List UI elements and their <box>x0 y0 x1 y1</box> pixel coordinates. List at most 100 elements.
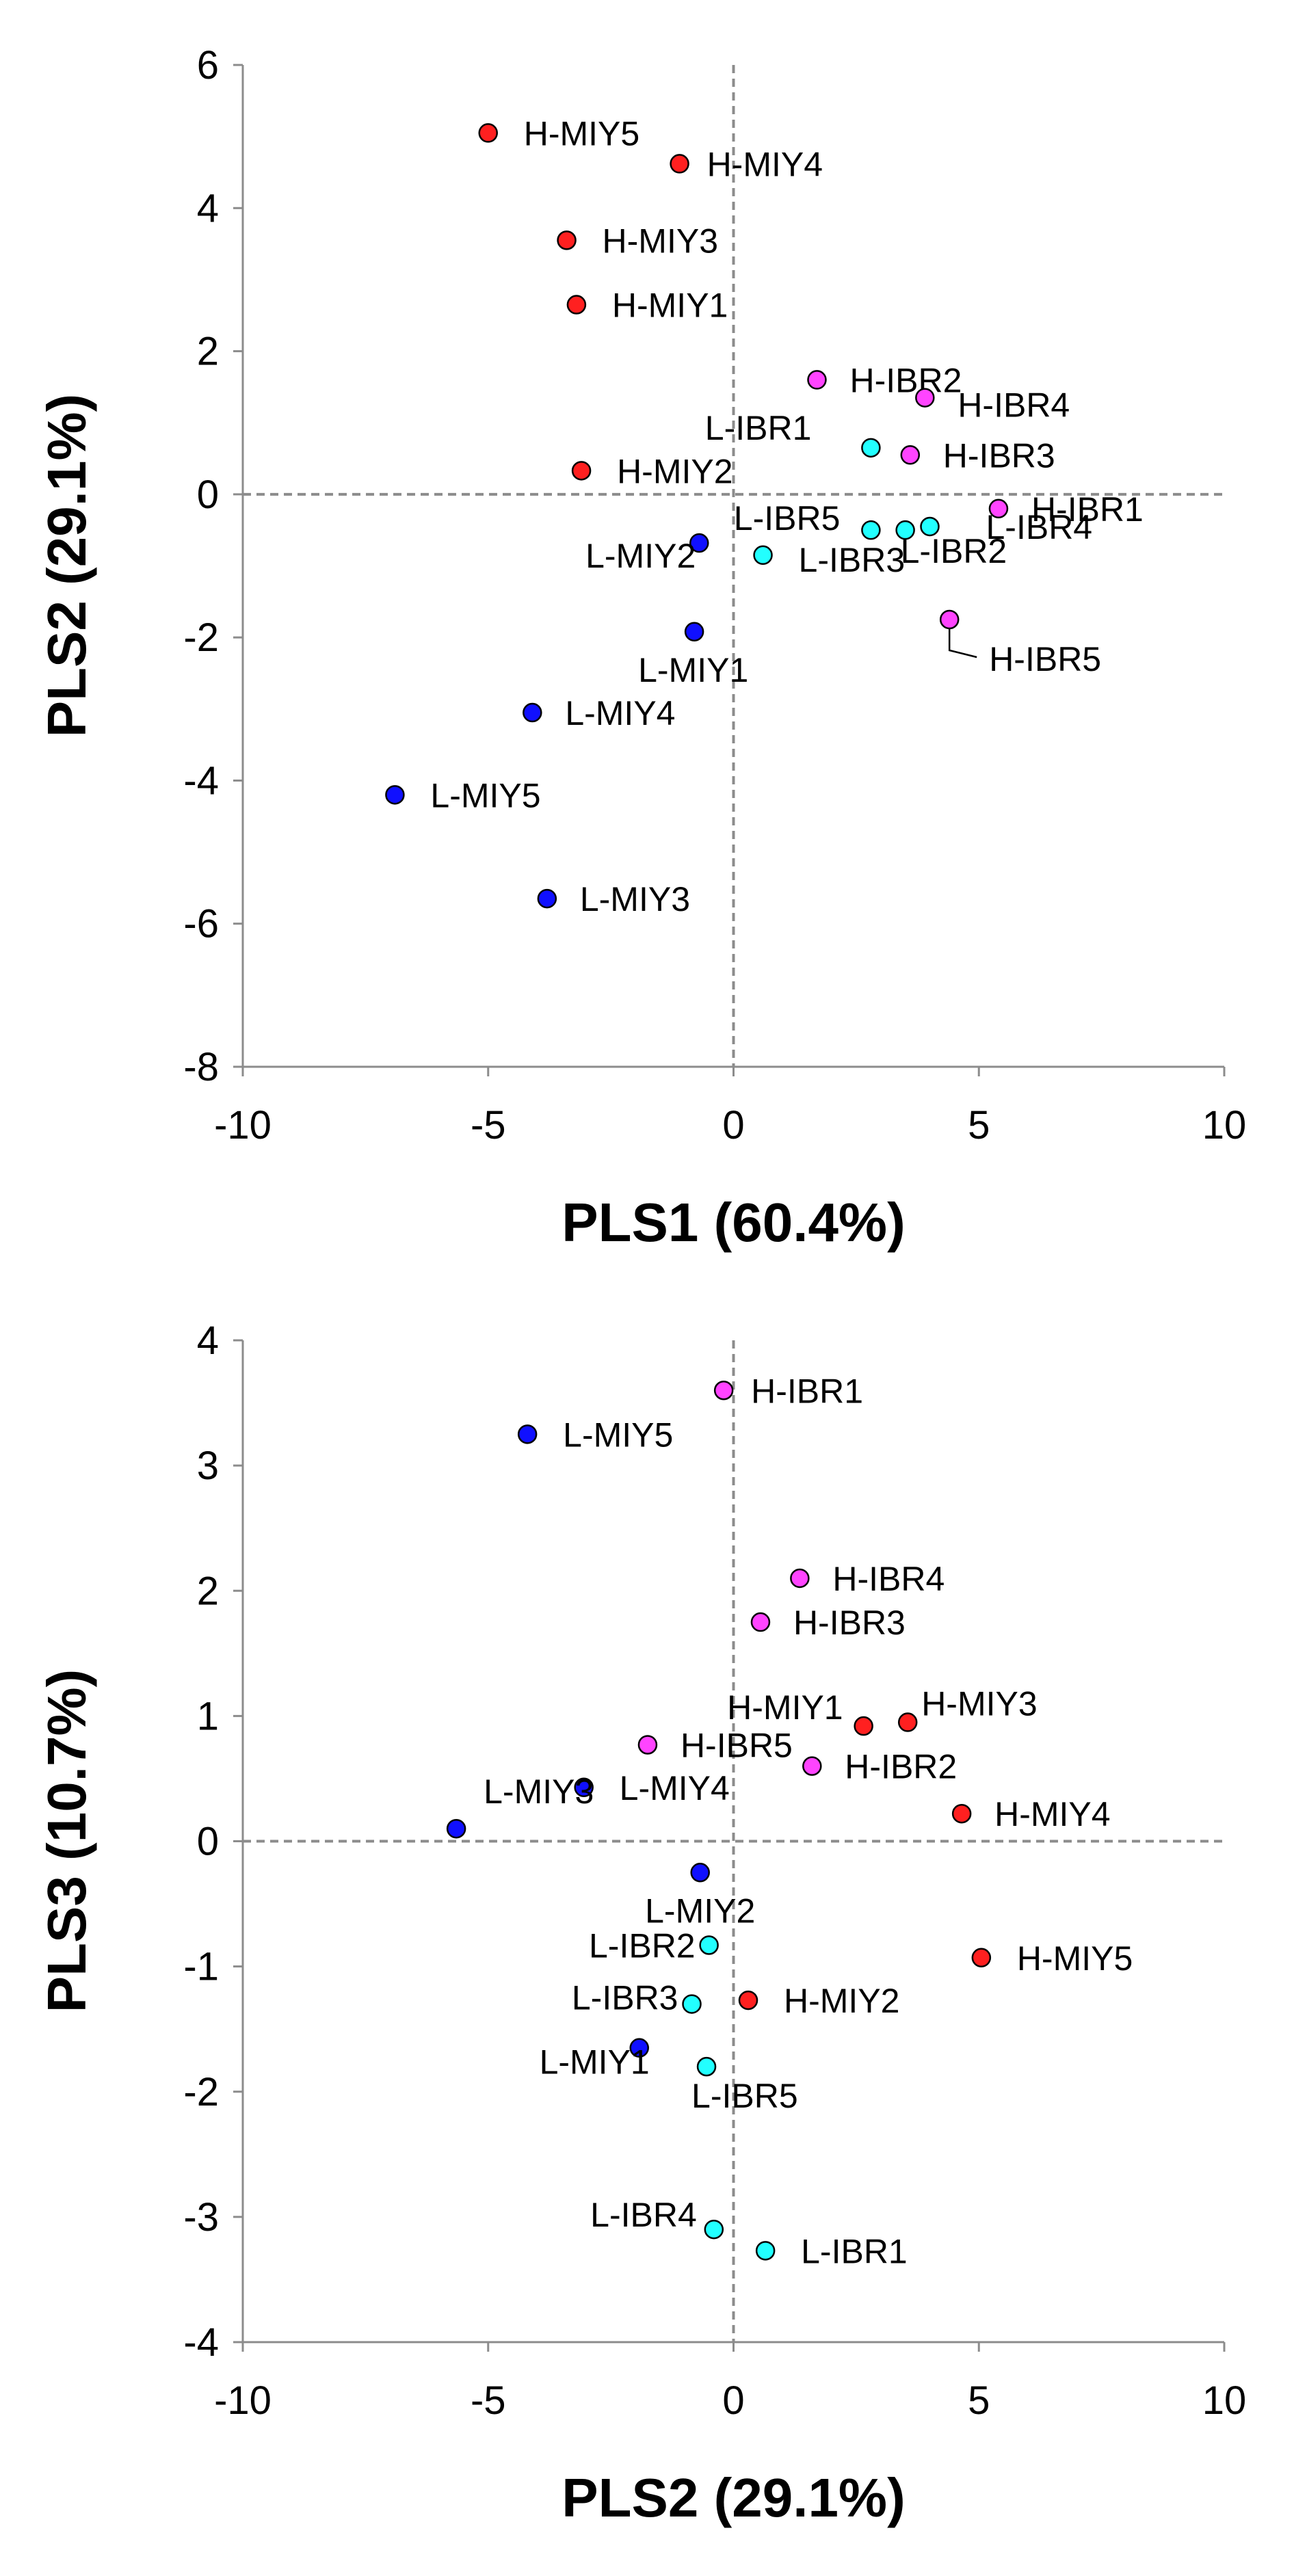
label-leader-line <box>948 628 977 659</box>
data-point-l-ibr1 <box>861 438 881 458</box>
x-tick-label: -5 <box>471 1103 506 1147</box>
data-label-h-miy3: H-MIY3 <box>603 222 718 260</box>
data-label-l-ibr1: L-IBR1 <box>801 2232 908 2270</box>
y-tick-label: -1 <box>183 1945 219 1989</box>
data-label-l-ibr3: L-IBR3 <box>799 541 906 579</box>
data-point-h-miy4 <box>670 154 689 174</box>
y-tick-label: 3 <box>197 1444 219 1488</box>
data-label-h-ibr5: H-IBR5 <box>989 640 1101 678</box>
y-tick-label: -8 <box>183 1045 219 1089</box>
data-label-l-miy3: L-MIY3 <box>580 880 690 918</box>
data-point-l-ibr2 <box>699 1935 719 1955</box>
data-point-l-ibr4 <box>920 516 940 537</box>
data-point-h-miy2 <box>571 461 592 481</box>
data-label-l-miy5: L-MIY5 <box>563 1416 673 1454</box>
x-tick-label: 5 <box>968 2378 990 2423</box>
y-axis-title: PLS2 (29.1%) <box>36 394 97 737</box>
data-point-l-ibr2 <box>895 520 915 540</box>
data-point-l-miy2 <box>690 1863 710 1883</box>
data-label-h-miy4: H-MIY4 <box>707 145 823 183</box>
x-tick-label: 5 <box>968 1103 990 1147</box>
data-point-l-miy5 <box>517 1424 538 1444</box>
data-point-l-miy5 <box>385 785 405 805</box>
y-tick-label: -3 <box>183 2195 219 2240</box>
data-point-h-miy5 <box>478 123 498 143</box>
data-point-l-miy4 <box>523 702 542 723</box>
x-tick-label: -5 <box>471 2378 506 2423</box>
data-point-l-miy3 <box>537 888 557 909</box>
data-point-l-miy3 <box>446 1818 466 1839</box>
data-label-l-ibr5: L-IBR5 <box>734 499 841 537</box>
x-axis-title: PLS2 (29.1%) <box>562 2467 905 2528</box>
data-point-l-ibr4 <box>704 2219 724 2240</box>
y-tick-label: 4 <box>197 1318 219 1363</box>
y-tick-label: -4 <box>183 758 219 803</box>
y-tick-label: 2 <box>197 1569 219 1613</box>
data-label-l-ibr4: L-IBR4 <box>986 508 1093 546</box>
data-point-h-ibr4 <box>915 388 935 408</box>
data-point-l-ibr1 <box>755 2241 776 2261</box>
data-label-l-ibr2: L-IBR2 <box>589 1926 696 1965</box>
data-label-h-ibr1: H-IBR1 <box>751 1372 863 1410</box>
data-label-l-miy4: L-MIY4 <box>620 1769 730 1807</box>
y-tick-label: -2 <box>183 2070 219 2114</box>
data-label-h-ibr1: H-IBR1 <box>1031 490 1144 529</box>
data-point-h-miy1 <box>566 295 587 315</box>
data-label-h-ibr4: H-IBR4 <box>958 386 1070 425</box>
data-label-l-ibr1: L-IBR1 <box>705 409 812 447</box>
data-label-l-miy2: L-MIY2 <box>585 537 696 575</box>
x-tick-label: -10 <box>214 1103 272 1147</box>
data-label-h-ibr2: H-IBR2 <box>849 361 962 399</box>
y-tick-label: -6 <box>183 902 219 946</box>
data-point-l-ibr3 <box>753 545 773 566</box>
data-point-l-miy4 <box>574 1777 594 1798</box>
data-point-l-miy2 <box>689 533 709 553</box>
data-label-l-miy3: L-MIY3 <box>484 1772 594 1811</box>
x-tick-label: 10 <box>1202 1103 1247 1147</box>
data-label-h-miy1: H-MIY1 <box>612 287 728 325</box>
data-point-h-ibr2 <box>807 370 827 390</box>
data-label-l-miy4: L-MIY4 <box>565 694 675 732</box>
data-label-l-miy2: L-MIY2 <box>645 1891 755 1930</box>
x-tick-label: 0 <box>722 2378 744 2423</box>
y-tick-label: 4 <box>197 186 219 230</box>
data-label-l-ibr3: L-IBR3 <box>572 1979 678 2017</box>
y-tick-label: 0 <box>197 1820 219 1864</box>
data-label-h-miy5: H-MIY5 <box>1017 1939 1133 1978</box>
data-point-h-ibr5 <box>637 1735 658 1755</box>
data-point-l-miy1 <box>684 622 704 642</box>
data-point-l-ibr5 <box>861 520 881 540</box>
data-label-l-ibr5: L-IBR5 <box>691 2077 798 2115</box>
data-label-h-ibr2: H-IBR2 <box>845 1748 957 1786</box>
x-tick-label: 10 <box>1202 2378 1247 2423</box>
data-point-h-miy2 <box>738 1990 758 2010</box>
data-label-h-miy2: H-MIY2 <box>617 452 732 490</box>
data-label-h-miy3: H-MIY3 <box>921 1685 1037 1723</box>
data-label-h-ibr3: H-IBR3 <box>943 436 1055 475</box>
data-point-h-ibr1 <box>988 499 1009 519</box>
data-point-h-miy1 <box>854 1716 873 1736</box>
data-point-h-ibr4 <box>790 1568 810 1589</box>
x-tick-label: 0 <box>722 1103 744 1147</box>
data-point-l-miy1 <box>629 2038 649 2058</box>
data-point-h-miy4 <box>951 1803 972 1824</box>
data-label-h-miy2: H-MIY2 <box>784 1982 899 2020</box>
data-label-h-miy1: H-MIY1 <box>727 1688 843 1727</box>
data-point-h-miy5 <box>971 1948 992 1968</box>
data-point-h-ibr2 <box>802 1756 822 1776</box>
data-point-l-ibr3 <box>682 1994 702 2014</box>
data-point-l-ibr5 <box>696 2056 717 2077</box>
data-point-h-ibr3 <box>750 1612 771 1632</box>
y-tick-label: -4 <box>183 2320 219 2365</box>
data-label-h-ibr5: H-IBR5 <box>681 1726 793 1764</box>
data-label-l-miy5: L-MIY5 <box>430 776 540 814</box>
data-label-h-ibr3: H-IBR3 <box>793 1604 906 1642</box>
data-label-h-miy5: H-MIY5 <box>524 114 639 152</box>
data-point-h-miy3 <box>897 1712 918 1732</box>
data-point-h-ibr5 <box>939 609 960 630</box>
y-tick-label: 0 <box>197 473 219 517</box>
data-point-h-ibr3 <box>900 445 921 465</box>
data-point-h-ibr1 <box>713 1381 734 1400</box>
data-label-l-ibr2: L-IBR2 <box>901 532 1007 570</box>
